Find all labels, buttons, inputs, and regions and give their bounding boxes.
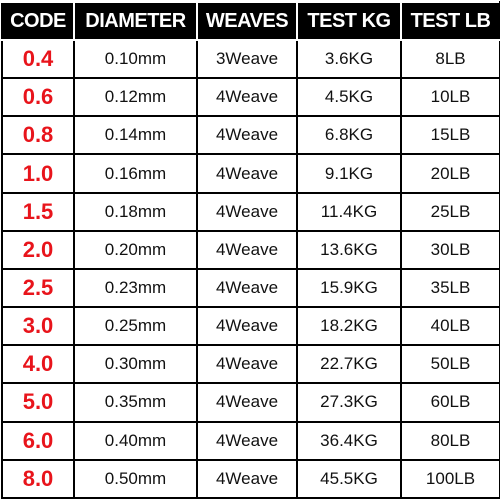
cell-weaves: 4Weave: [196, 306, 298, 347]
cell-weaves: 4Weave: [196, 458, 298, 500]
header-code: CODE: [1, 1, 75, 41]
cell-test-kg: 3.6KG: [296, 38, 402, 80]
cell-weaves: 4Weave: [196, 191, 298, 232]
cell-diameter: 0.12mm: [73, 77, 198, 118]
table-row: 0.6 0.12mm 4Weave 4.5KG 10LB: [1, 77, 500, 118]
cell-diameter: 0.30mm: [73, 344, 198, 385]
cell-diameter: 0.25mm: [73, 306, 198, 347]
cell-test-lb: 30LB: [400, 229, 500, 270]
cell-weaves: 4Weave: [196, 382, 298, 423]
header-row: CODE DIAMETER WEAVES TEST KG TEST LB: [1, 1, 500, 41]
cell-test-kg: 11.4KG: [296, 191, 402, 232]
cell-code: 6.0: [1, 420, 75, 461]
cell-test-lb: 40LB: [400, 306, 500, 347]
cell-test-lb: 8LB: [400, 38, 500, 80]
cell-code: 0.8: [1, 115, 75, 156]
cell-diameter: 0.16mm: [73, 153, 198, 194]
cell-test-kg: 13.6KG: [296, 229, 402, 270]
cell-weaves: 3Weave: [196, 38, 298, 80]
cell-diameter: 0.35mm: [73, 382, 198, 423]
cell-diameter: 0.18mm: [73, 191, 198, 232]
cell-code: 2.0: [1, 229, 75, 270]
cell-test-lb: 10LB: [400, 77, 500, 118]
cell-code: 0.4: [1, 38, 75, 80]
header-test-lb: TEST LB: [400, 1, 500, 41]
cell-weaves: 4Weave: [196, 153, 298, 194]
cell-test-kg: 45.5KG: [296, 458, 402, 500]
cell-weaves: 4Weave: [196, 77, 298, 118]
cell-test-kg: 15.9KG: [296, 267, 402, 309]
cell-code: 2.5: [1, 267, 75, 309]
cell-weaves: 4Weave: [196, 267, 298, 309]
cell-test-kg: 36.4KG: [296, 420, 402, 461]
cell-test-kg: 4.5KG: [296, 77, 402, 118]
cell-code: 1.5: [1, 191, 75, 232]
table-row: 8.0 0.50mm 4Weave 45.5KG 100LB: [1, 458, 500, 500]
cell-diameter: 0.20mm: [73, 229, 198, 270]
table-body: 0.4 0.10mm 3Weave 3.6KG 8LB 0.6 0.12mm 4Weave 4.…: [1, 38, 500, 500]
table-header: CODE DIAMETER WEAVES TEST KG TEST LB: [1, 1, 500, 41]
cell-diameter: 0.14mm: [73, 115, 198, 156]
table-row: 0.8 0.14mm 4Weave 6.8KG 15LB: [1, 115, 500, 156]
cell-test-lb: 80LB: [400, 420, 500, 461]
cell-test-lb: 25LB: [400, 191, 500, 232]
table-row: 5.0 0.35mm 4Weave 27.3KG 60LB: [1, 382, 500, 423]
cell-diameter: 0.10mm: [73, 38, 198, 80]
table-row: 4.0 0.30mm 4Weave 22.7KG 50LB: [1, 344, 500, 385]
cell-weaves: 4Weave: [196, 420, 298, 461]
cell-test-kg: 27.3KG: [296, 382, 402, 423]
cell-weaves: 4Weave: [196, 115, 298, 156]
cell-test-lb: 35LB: [400, 267, 500, 309]
table-row: 3.0 0.25mm 4Weave 18.2KG 40LB: [1, 306, 500, 347]
cell-code: 3.0: [1, 306, 75, 347]
cell-code: 0.6: [1, 77, 75, 118]
cell-code: 4.0: [1, 344, 75, 385]
cell-diameter: 0.50mm: [73, 458, 198, 500]
cell-code: 1.0: [1, 153, 75, 194]
cell-code: 5.0: [1, 382, 75, 423]
cell-test-lb: 100LB: [400, 458, 500, 500]
table-row: 2.0 0.20mm 4Weave 13.6KG 30LB: [1, 229, 500, 270]
cell-test-lb: 60LB: [400, 382, 500, 423]
cell-diameter: 0.23mm: [73, 267, 198, 309]
header-weaves: WEAVES: [196, 1, 298, 41]
table-row: 0.4 0.10mm 3Weave 3.6KG 8LB: [1, 38, 500, 80]
cell-test-lb: 20LB: [400, 153, 500, 194]
table-row: 1.0 0.16mm 4Weave 9.1KG 20LB: [1, 153, 500, 194]
header-diameter: DIAMETER: [73, 1, 198, 41]
cell-test-lb: 15LB: [400, 115, 500, 156]
cell-test-lb: 50LB: [400, 344, 500, 385]
cell-weaves: 4Weave: [196, 229, 298, 270]
table-row: 6.0 0.40mm 4Weave 36.4KG 80LB: [1, 420, 500, 461]
cell-weaves: 4Weave: [196, 344, 298, 385]
table-row: 1.5 0.18mm 4Weave 11.4KG 25LB: [1, 191, 500, 232]
cell-test-kg: 22.7KG: [296, 344, 402, 385]
cell-test-kg: 18.2KG: [296, 306, 402, 347]
cell-code: 8.0: [1, 458, 75, 500]
cell-diameter: 0.40mm: [73, 420, 198, 461]
cell-test-kg: 6.8KG: [296, 115, 402, 156]
cell-test-kg: 9.1KG: [296, 153, 402, 194]
header-test-kg: TEST KG: [296, 1, 402, 41]
table-row: 2.5 0.23mm 4Weave 15.9KG 35LB: [1, 267, 500, 309]
